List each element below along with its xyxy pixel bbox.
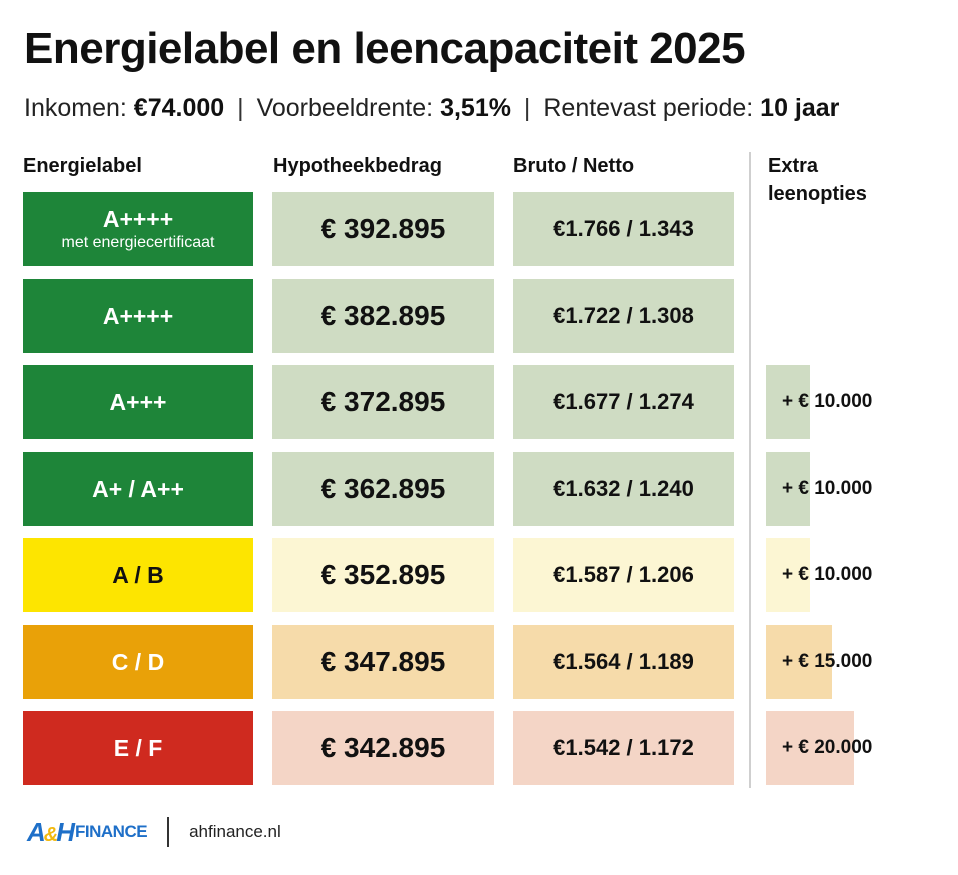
logo-text: FINANCE [75, 822, 148, 841]
extra-option-bar [766, 625, 832, 699]
energy-label-cell: A / B [23, 538, 253, 612]
extra-option-value: + € 15.000 [782, 651, 873, 672]
separator: | [237, 94, 244, 122]
extra-option-bar [766, 452, 810, 526]
energy-label-cell: A++++ [23, 279, 253, 353]
column-header-amount: Hypotheekbedrag [273, 155, 442, 177]
bruto-netto-cell: €1.542 / 1.172 [513, 711, 734, 785]
energy-label-cell: A+++ [23, 365, 253, 439]
mortgage-amount-cell: € 392.895 [272, 192, 494, 266]
footer-divider [167, 817, 170, 847]
footer: A&H FINANCE ahfinance.nl [27, 814, 281, 850]
energy-label-cell: C / D [23, 625, 253, 699]
separator: | [523, 94, 531, 122]
rate-label: Voorbeeldrente: [256, 94, 434, 122]
bruto-netto-cell: €1.632 / 1.240 [513, 452, 734, 526]
column-header-label: Energielabel [23, 155, 142, 177]
income-value: €74.000 [133, 94, 225, 122]
mortgage-amount-cell: € 362.895 [272, 452, 494, 526]
energy-label-text: A / B [112, 561, 164, 588]
column-divider [749, 152, 751, 788]
energy-label-subtext: met energiecertificaat [61, 234, 215, 251]
income-label: Inkomen: [24, 94, 127, 122]
page-title: Energielabel en leencapaciteit 2025 [24, 24, 746, 73]
mortgage-amount-cell: € 352.895 [272, 538, 494, 612]
column-header-bruto-netto: Bruto / Netto [513, 155, 635, 177]
energy-label-cell: E / F [23, 711, 253, 785]
extra-option-bar [766, 365, 810, 439]
energy-label-text: A++++ [102, 206, 174, 232]
energy-label-text: A+++ [109, 388, 167, 415]
bruto-netto-cell: €1.587 / 1.206 [513, 538, 734, 612]
bruto-netto-cell: €1.564 / 1.189 [513, 625, 734, 699]
subtitle: Inkomen: €74.000 | Voorbeeldrente: 3,51%… [24, 90, 839, 126]
extra-option-value: + € 20.000 [782, 737, 873, 758]
extra-option-value: + € 10.000 [782, 564, 873, 585]
mortgage-amount-cell: € 372.895 [272, 365, 494, 439]
energy-label-cell: A++++ met energiecertificaat [23, 192, 253, 266]
mortgage-amount-cell: € 382.895 [272, 279, 494, 353]
bruto-netto-cell: €1.677 / 1.274 [513, 365, 734, 439]
period-value: 10 jaar [760, 94, 840, 122]
energy-label-text: E / F [113, 734, 163, 761]
column-header-extra: Extra leenopties [768, 155, 867, 205]
extra-option-bar [766, 711, 854, 785]
logo-mark: A&H [27, 816, 75, 847]
extra-option-value: + € 10.000 [782, 391, 873, 412]
energy-label-cell: A+ / A++ [23, 452, 253, 526]
mortgage-amount-cell: € 342.895 [272, 711, 494, 785]
energy-label-text: C / D [111, 648, 165, 675]
energy-label-text: A+ / A++ [92, 475, 184, 502]
extra-option-bar [766, 538, 810, 612]
period-label: Rentevast periode: [543, 94, 754, 122]
extra-option-value: + € 10.000 [782, 478, 873, 499]
brand-logo: A&H FINANCE [27, 816, 148, 848]
rate-value: 3,51% [440, 94, 511, 122]
bruto-netto-cell: €1.766 / 1.343 [513, 192, 734, 266]
bruto-netto-cell: €1.722 / 1.308 [513, 279, 734, 353]
footer-url: ahfinance.nl [189, 822, 281, 841]
energy-label-text: A++++ [102, 302, 174, 329]
mortgage-amount-cell: € 347.895 [272, 625, 494, 699]
